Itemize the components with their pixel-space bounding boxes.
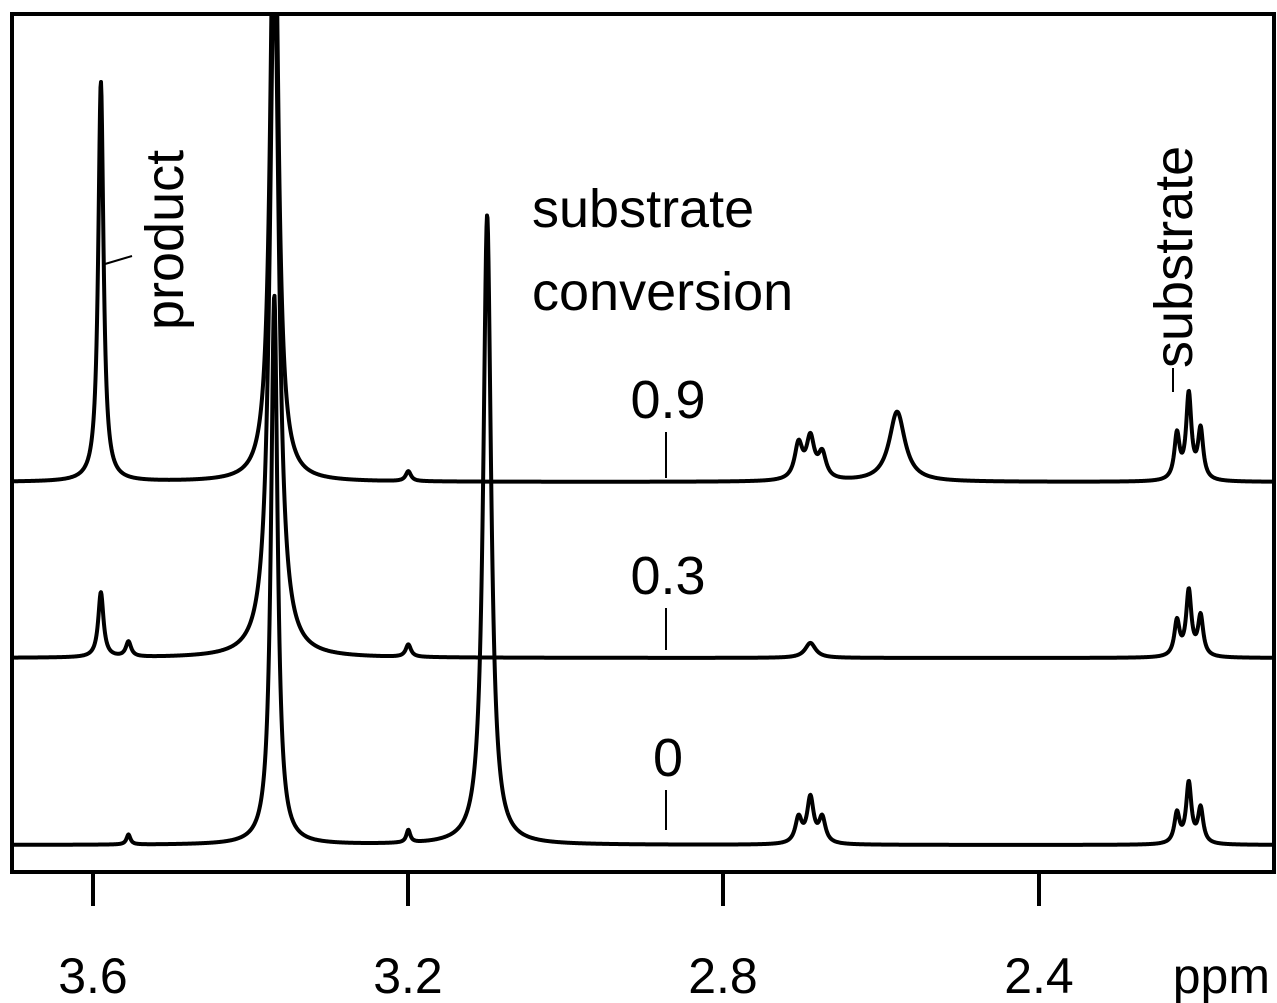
spectrum-trace-conversion-0.9 <box>12 14 1274 484</box>
conversion-label-0.3: 0.3 <box>630 546 705 606</box>
product-pointer <box>104 255 133 265</box>
substrate-label: substrate <box>1144 146 1204 368</box>
conversion-label-0.9: 0.9 <box>630 370 705 430</box>
conversion-title-line2: conversion <box>532 262 793 322</box>
product-label: product <box>135 150 195 330</box>
x-tick-label-2.4: 2.4 <box>1004 948 1074 1003</box>
spectrum-trace-conversion-0 <box>12 213 1274 847</box>
spectrum-trace-conversion-0.3 <box>12 14 1274 660</box>
x-axis: 3.6 3.2 2.8 2.4 ppm <box>58 872 1270 1003</box>
spectra-group <box>12 14 1274 847</box>
x-tick-label-3.2: 3.2 <box>373 948 443 1003</box>
x-tick-label-3.6: 3.6 <box>58 948 128 1003</box>
conversion-label-0: 0 <box>653 728 683 788</box>
x-axis-unit-label: ppm <box>1173 948 1270 1003</box>
conversion-title-line1: substrate <box>532 179 754 239</box>
plot-frame <box>10 12 1276 874</box>
annotations: substrate conversion 0.9 0.3 0 product s… <box>104 146 1204 830</box>
x-tick-label-2.8: 2.8 <box>688 948 758 1003</box>
